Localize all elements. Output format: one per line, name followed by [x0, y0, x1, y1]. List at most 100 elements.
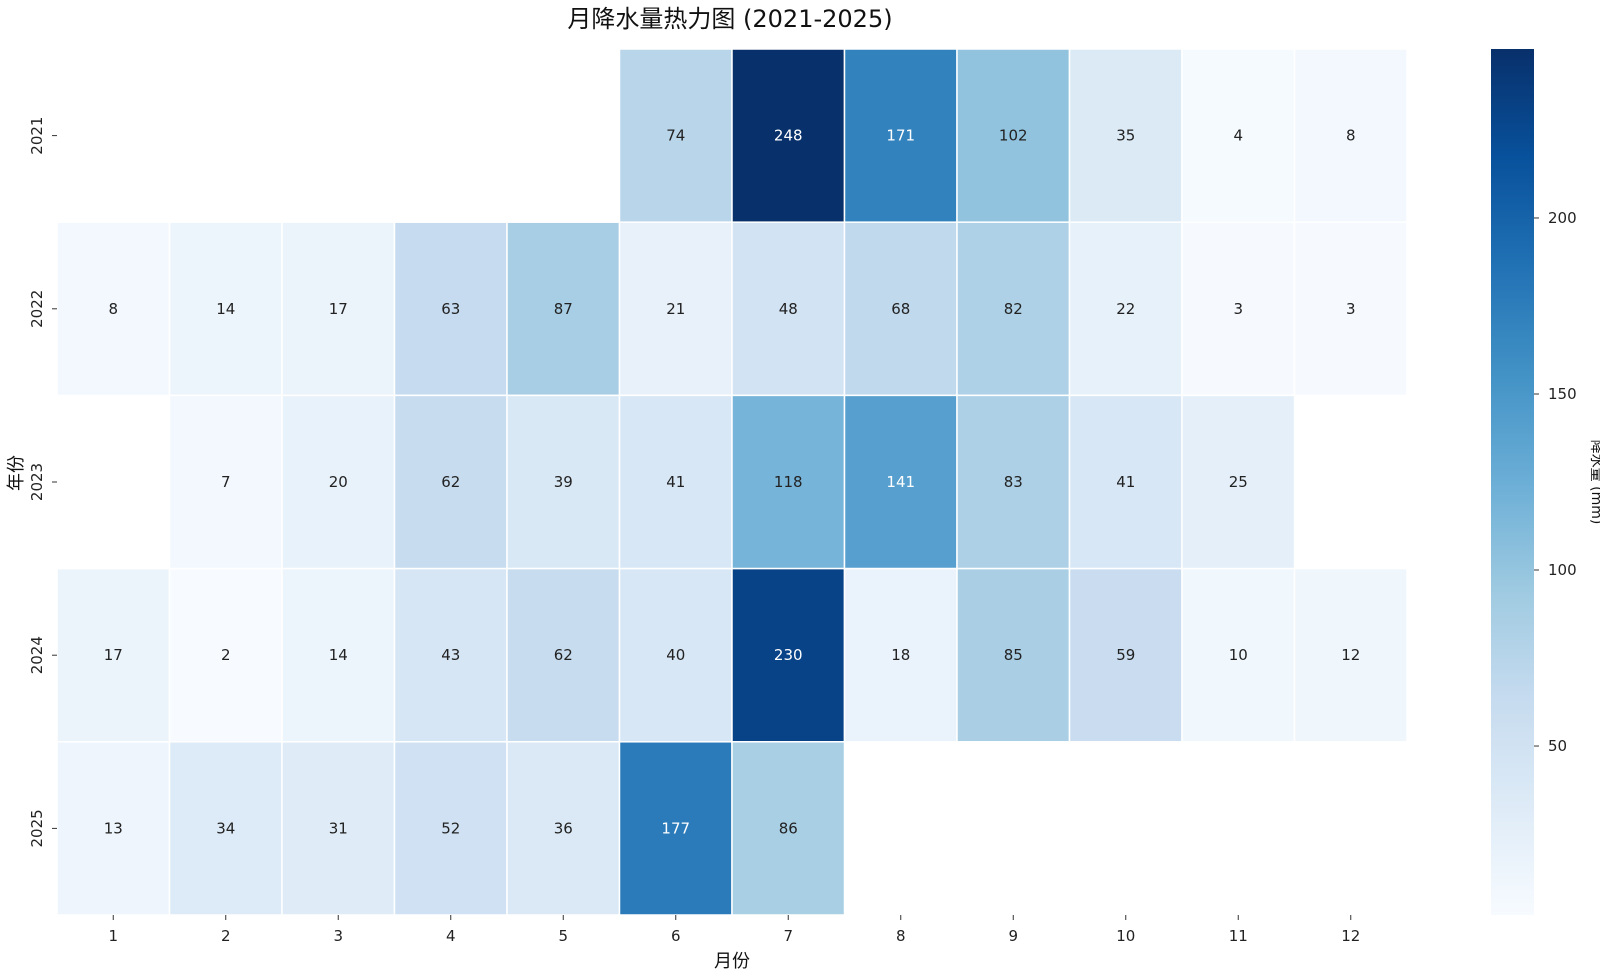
- heatmap-cell: [1181, 567, 1296, 743]
- cell-value-label: 8: [108, 300, 118, 318]
- heatmap-cell: [618, 221, 733, 397]
- cell-value-label: 41: [666, 473, 685, 491]
- cell-value-label: 43: [441, 646, 460, 664]
- heatmap-cell: [731, 741, 846, 916]
- cell-value-label: 102: [999, 127, 1028, 145]
- cell-value-label: 3: [1233, 300, 1243, 318]
- cell-value-label: 62: [441, 473, 460, 491]
- cell-value-label: 4: [1233, 127, 1243, 145]
- heatmap-cell: [506, 394, 621, 570]
- heatmap-cell: [1068, 567, 1183, 743]
- heatmap-cell: [506, 741, 621, 916]
- heatmap-cell: [956, 221, 1071, 397]
- colorbar: [1491, 49, 1534, 915]
- colorbar-title: 降水量 (mm): [1588, 440, 1600, 525]
- colorbar-tick-label: 50: [1548, 737, 1567, 755]
- heatmap-cell: [843, 48, 958, 223]
- cell-value-label: 68: [891, 300, 910, 318]
- cell-value-label: 39: [554, 473, 573, 491]
- x-tick-label: 8: [896, 927, 906, 945]
- cell-value-label: 86: [779, 819, 798, 837]
- heatmap-cell: [1181, 394, 1296, 570]
- colorbar-tick-label: 200: [1548, 209, 1577, 227]
- heatmap-cell: [281, 221, 396, 397]
- y-axis: 2021 2022 2023 2024 2025: [28, 117, 57, 847]
- heatmap-cell: [731, 221, 846, 397]
- cell-value-label: 36: [554, 819, 573, 837]
- cell-value-label: 22: [1116, 300, 1135, 318]
- x-tick-label: 10: [1116, 927, 1135, 945]
- heatmap-cell: [618, 48, 733, 223]
- heatmap-cell: [731, 48, 846, 223]
- cell-value-label: 20: [329, 473, 348, 491]
- cell-value-label: 17: [104, 646, 123, 664]
- heatmap-cell: [1293, 221, 1408, 397]
- cell-value-label: 83: [1004, 473, 1023, 491]
- heatmap-cell: [168, 567, 283, 743]
- cell-value-label: 34: [216, 819, 235, 837]
- cell-value-label: 25: [1229, 473, 1248, 491]
- cell-value-label: 59: [1116, 646, 1135, 664]
- colorbar-tick-label: 100: [1548, 561, 1577, 579]
- y-tick-label: 2025: [28, 809, 46, 847]
- cell-value-label: 52: [441, 819, 460, 837]
- cell-value-label: 82: [1004, 300, 1023, 318]
- x-tick-label: 9: [1008, 927, 1018, 945]
- cell-value-label: 48: [779, 300, 798, 318]
- cell-value-label: 31: [329, 819, 348, 837]
- heatmap-cell: [1181, 221, 1296, 397]
- cell-value-label: 8: [1346, 127, 1356, 145]
- cell-value-label: 17: [329, 300, 348, 318]
- cell-value-label: 7: [221, 473, 231, 491]
- heatmap-cell: [1293, 567, 1408, 743]
- x-tick-label: 11: [1229, 927, 1248, 945]
- cell-value-label: 13: [104, 819, 123, 837]
- heatmap-cell: [168, 394, 283, 570]
- y-tick-label: 2022: [28, 290, 46, 328]
- cell-value-label: 118: [774, 473, 803, 491]
- heatmap-cell: [1181, 48, 1296, 223]
- x-tick-label: 1: [108, 927, 118, 945]
- x-tick-label: 6: [671, 927, 681, 945]
- x-axis: 1 2 3 4 5 6 7 8 9 10 11 12: [108, 915, 1360, 945]
- heatmap-cell: [168, 741, 283, 916]
- heatmap-cell: [731, 567, 846, 743]
- y-axis-title: 年份: [6, 455, 27, 491]
- heatmap-cell: [956, 48, 1071, 223]
- cell-value-label: 230: [774, 646, 803, 664]
- heatmap-cell: [618, 741, 733, 916]
- cell-value-label: 12: [1341, 646, 1360, 664]
- x-tick-label: 12: [1341, 927, 1360, 945]
- cell-value-label: 248: [774, 127, 803, 145]
- cell-value-label: 63: [441, 300, 460, 318]
- heatmap-cell: [618, 567, 733, 743]
- heatmap-cell: [56, 741, 171, 916]
- heatmap-cell: [1068, 48, 1183, 223]
- cell-value-label: 62: [554, 646, 573, 664]
- cell-value-label: 177: [661, 819, 690, 837]
- x-tick-label: 5: [558, 927, 568, 945]
- x-axis-title: 月份: [714, 951, 750, 972]
- cell-value-label: 141: [886, 473, 915, 491]
- cell-value-label: 85: [1004, 646, 1023, 664]
- heatmap-cell: [843, 567, 958, 743]
- cell-value-label: 3: [1346, 300, 1356, 318]
- x-tick-label: 2: [221, 927, 231, 945]
- x-tick-label: 4: [446, 927, 456, 945]
- x-tick-label: 3: [333, 927, 343, 945]
- heatmap-cell: [1068, 221, 1183, 397]
- colorbar-tick-label: 150: [1548, 385, 1577, 403]
- cell-value-label: 40: [666, 646, 685, 664]
- y-tick-label: 2021: [28, 117, 46, 155]
- cell-value-label: 87: [554, 300, 573, 318]
- cell-value-label: 2: [221, 646, 231, 664]
- heatmap-cell: [393, 394, 508, 570]
- heatmap-cell: [281, 394, 396, 570]
- heatmap-cell: [506, 221, 621, 397]
- cell-value-label: 14: [216, 300, 235, 318]
- cell-value-label: 10: [1229, 646, 1248, 664]
- heatmap-cell: [956, 567, 1071, 743]
- heatmap-cells: 74 248 171 102 35 4 88 14 17 63 87 21 48 68 82 22 3 37 20 6…: [56, 48, 1408, 916]
- heatmap-cell: [1068, 394, 1183, 570]
